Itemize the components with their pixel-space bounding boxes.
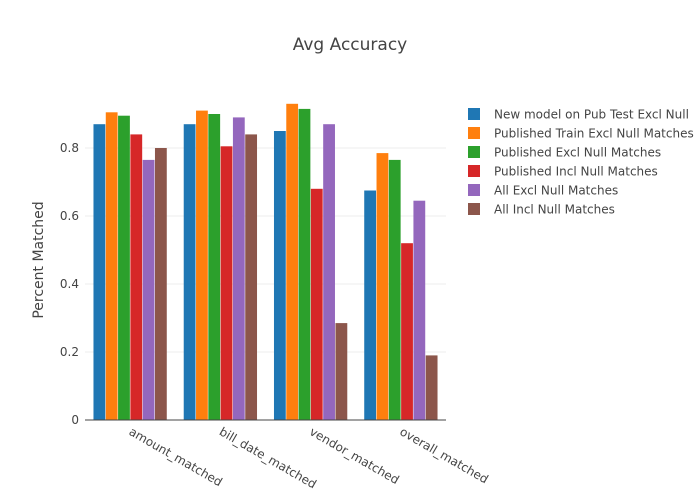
bar-vendor_matched-series-4 xyxy=(310,188,323,420)
y-tick-label: 0.4 xyxy=(60,277,79,291)
bar-bill_date_matched-series-4 xyxy=(220,146,233,421)
legend-label: Published Excl Null Matches xyxy=(494,146,661,160)
x-tick-label: vendor_matched xyxy=(307,424,401,487)
bar-vendor_matched-series-2 xyxy=(286,103,299,421)
bar-vendor_matched-series-1 xyxy=(273,131,286,420)
bar-bill_date_matched-series-1 xyxy=(183,124,196,420)
bar-bill_date_matched-series-6 xyxy=(245,134,258,420)
bar-overall_matched-series-4 xyxy=(401,243,413,420)
bar-amount_matched-series-3 xyxy=(118,115,130,420)
bar-overall_matched-series-3 xyxy=(388,159,401,420)
legend-label: All Incl Null Matches xyxy=(494,203,615,217)
bar-overall_matched-series-6 xyxy=(425,355,438,420)
y-tick-label: 0.8 xyxy=(60,141,79,155)
y-tick-label: 0 xyxy=(71,413,79,427)
legend-item[interactable]: Published Incl Null Matches xyxy=(468,165,658,179)
chart-title: Avg Accuracy xyxy=(293,35,408,55)
y-tick-labels: 0 0.2 0.4 0.6 0.8 xyxy=(60,141,79,427)
bar-bill_date_matched-series-5 xyxy=(232,117,245,421)
legend-label: New model on Pub Test Excl Null xyxy=(494,108,689,122)
y-axis-title: Percent Matched xyxy=(31,201,47,318)
bar-overall_matched-series-2 xyxy=(376,153,389,420)
x-tick-label: bill_date_matched xyxy=(217,424,319,491)
legend-swatch xyxy=(468,146,480,158)
legend-item[interactable]: Published Train Excl Null Matches xyxy=(468,127,694,141)
bar-amount_matched-series-6 xyxy=(154,148,167,420)
y-tick-label: 0.6 xyxy=(60,209,79,223)
legend-label: Published Incl Null Matches xyxy=(494,165,658,179)
legend-swatch xyxy=(468,108,480,120)
bar-amount_matched-series-4 xyxy=(130,134,143,420)
bar-amount_matched-series-2 xyxy=(105,112,118,421)
bar-overall_matched-series-1 xyxy=(364,190,377,420)
legend-swatch xyxy=(468,184,480,196)
legend-item[interactable]: New model on Pub Test Excl Null xyxy=(468,108,689,122)
legend-swatch xyxy=(468,203,480,215)
bar-vendor_matched-series-6 xyxy=(335,323,348,420)
bar-amount_matched-series-1 xyxy=(93,124,106,420)
bar-vendor_matched-series-5 xyxy=(323,124,335,420)
x-tick-labels: amount_matchedbill_date_matchedvendor_ma… xyxy=(127,424,491,491)
legend-item[interactable]: Published Excl Null Matches xyxy=(468,146,661,160)
bar-overall_matched-series-5 xyxy=(413,200,426,420)
x-tick-label: overall_matched xyxy=(397,424,490,486)
legend-item[interactable]: All Incl Null Matches xyxy=(468,203,615,217)
bar-bill_date_matched-series-2 xyxy=(196,110,208,420)
legend-swatch xyxy=(468,165,480,177)
y-tick-label: 0.2 xyxy=(60,345,79,359)
legend-label: Published Train Excl Null Matches xyxy=(494,127,694,141)
bar-amount_matched-series-5 xyxy=(142,159,155,420)
x-tick-label: amount_matched xyxy=(127,424,225,489)
legend: New model on Pub Test Excl Null Published… xyxy=(468,108,694,217)
legend-label: All Excl Null Matches xyxy=(494,184,618,198)
bar-bill_date_matched-series-3 xyxy=(208,114,221,420)
legend-item[interactable]: All Excl Null Matches xyxy=(468,184,618,198)
bars xyxy=(93,103,438,421)
legend-swatch xyxy=(468,127,480,139)
bar-vendor_matched-series-3 xyxy=(298,108,311,421)
